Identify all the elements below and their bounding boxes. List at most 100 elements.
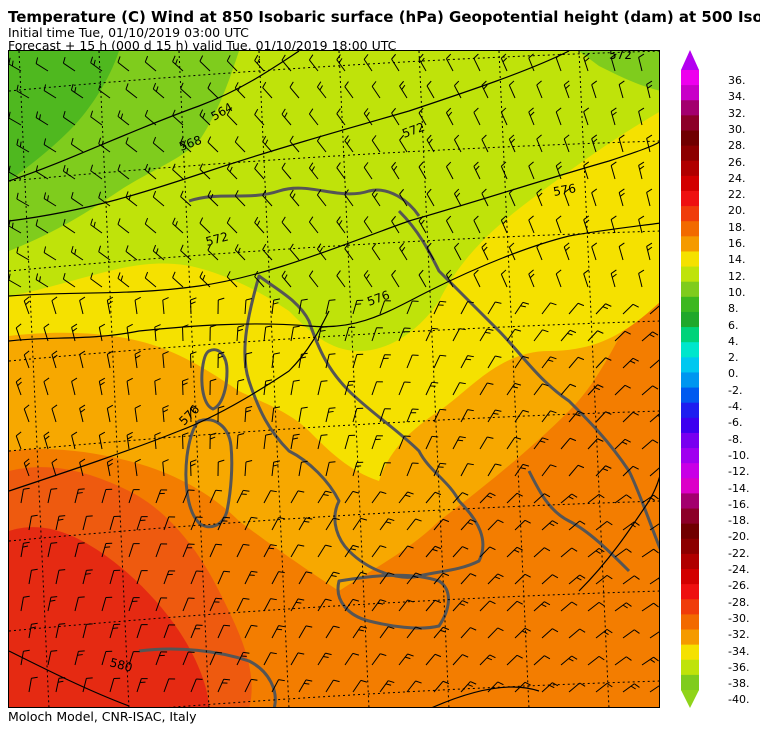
- wind-barb-staff: [399, 139, 408, 153]
- colorbar-label: -40.: [728, 693, 750, 707]
- colorbar-swatch: [681, 327, 699, 343]
- wind-barb: [70, 191, 84, 207]
- wind-barb-staff: [71, 435, 76, 450]
- wind-barb-staff: [101, 489, 107, 504]
- wind-barb: [62, 110, 76, 126]
- wind-barb-staff: [71, 89, 84, 99]
- wind-barb: [453, 188, 462, 207]
- wind-barb: [371, 135, 381, 153]
- wind-barb: [16, 138, 30, 153]
- wind-barb-flag: [595, 550, 601, 554]
- wind-barb-staff: [453, 85, 462, 99]
- wind-barb-flag: [90, 56, 94, 63]
- wind-barb-flag: [486, 495, 493, 499]
- wind-barb: [622, 629, 640, 639]
- wind-barb: [425, 435, 439, 450]
- wind-barb-flag: [653, 494, 659, 500]
- wind-barb: [406, 626, 422, 639]
- wind-barb-staff: [244, 353, 247, 369]
- wind-barb-staff: [244, 625, 252, 639]
- wind-barb: [336, 108, 346, 126]
- wind-barb: [371, 545, 387, 558]
- wind-barb-staff: [51, 354, 57, 369]
- wind-barb: [433, 680, 450, 693]
- wind-barb-flag: [552, 520, 559, 525]
- wind-barb: [406, 354, 419, 369]
- wind-barb-flag: [524, 681, 531, 686]
- wind-barb: [514, 463, 530, 477]
- wind-barb: [79, 350, 86, 369]
- wind-barb-flag: [348, 434, 356, 437]
- wind-barb-staff: [399, 193, 408, 207]
- wind-barb: [180, 136, 192, 153]
- wind-barb-flag: [223, 516, 231, 519]
- wind-barb-flag: [632, 303, 639, 308]
- wind-barb-staff: [207, 195, 219, 207]
- wind-barb-flag: [237, 85, 241, 92]
- wind-barb-staff: [325, 408, 330, 423]
- wind-barb: [610, 107, 617, 126]
- wind-barb-staff: [560, 383, 571, 396]
- wind-barb-staff: [117, 115, 130, 126]
- wind-barb-staff: [63, 224, 76, 234]
- wind-barb: [20, 487, 30, 504]
- wind-barb: [473, 107, 481, 126]
- wind-barb-flag: [544, 655, 551, 660]
- wind-barb-staff: [182, 651, 189, 666]
- wind-barb-flag: [172, 109, 176, 116]
- wind-barb: [506, 492, 523, 504]
- wind-barb-staff: [109, 624, 115, 639]
- wind-barb-flag: [25, 462, 30, 467]
- wind-barb-flag: [563, 242, 570, 248]
- wind-barb: [487, 681, 504, 693]
- wind-barb-staff: [379, 626, 389, 639]
- wind-barb: [536, 80, 543, 99]
- wind-barb-flag: [486, 657, 493, 661]
- wind-barb: [144, 217, 157, 234]
- wind-barb-flag: [336, 162, 341, 168]
- wind-barb: [79, 458, 86, 477]
- wind-barb-staff: [35, 225, 49, 234]
- wind-barb-staff: [541, 628, 553, 639]
- wind-barb-staff: [199, 114, 211, 126]
- wind-barb-flag: [363, 270, 369, 276]
- wind-barb-flag: [442, 626, 450, 631]
- wind-barb: [460, 301, 474, 315]
- wind-barb-flag: [319, 247, 323, 253]
- wind-barb-flag: [172, 163, 176, 170]
- wind-barb: [541, 410, 557, 423]
- wind-barb-staff: [271, 300, 275, 315]
- wind-barb: [583, 53, 590, 72]
- colorbar-swatch: [681, 115, 699, 131]
- wind-barb-staff: [109, 570, 115, 585]
- wind-barb-staff: [308, 59, 319, 72]
- wind-barb-flag: [514, 382, 522, 386]
- wind-barb-staff: [541, 574, 553, 585]
- wind-barb: [182, 324, 189, 342]
- wind-barb-flag: [278, 571, 285, 574]
- wind-barb: [136, 678, 148, 693]
- wind-barb: [479, 600, 496, 612]
- wind-barb-flag: [439, 462, 447, 465]
- wind-barb-flag: [329, 299, 336, 301]
- wind-barb-staff: [236, 380, 239, 396]
- wind-barb: [125, 245, 138, 261]
- wind-barb-staff: [479, 382, 488, 396]
- wind-barb-flag: [610, 269, 617, 274]
- wind-barb: [316, 243, 327, 261]
- wind-barb-flag: [597, 438, 604, 442]
- wind-barb-staff: [563, 246, 570, 261]
- wind-barb: [514, 355, 530, 369]
- wind-barb-staff: [325, 462, 330, 477]
- wind-barb: [649, 358, 659, 369]
- wind-barb-staff: [344, 545, 354, 558]
- wind-barb: [487, 409, 502, 423]
- wind-barb-flag: [31, 568, 38, 571]
- wind-barb-staff: [63, 278, 76, 288]
- wind-barb-flag: [107, 350, 114, 355]
- wind-barb-flag: [190, 351, 197, 355]
- wind-barb-flag: [162, 405, 169, 409]
- wind-barb-flag: [536, 134, 542, 140]
- wind-barb-staff: [622, 683, 635, 693]
- wind-barb: [514, 409, 530, 423]
